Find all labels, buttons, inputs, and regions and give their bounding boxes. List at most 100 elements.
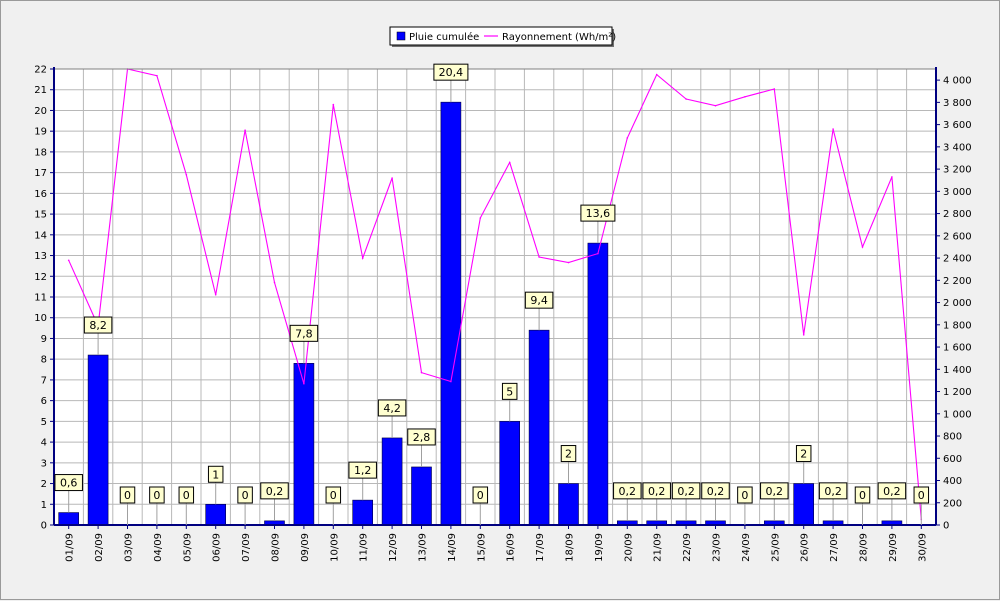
y-left-tick-label: 21 bbox=[34, 85, 47, 96]
x-tick-label: 28/09 bbox=[859, 533, 870, 562]
y-left-tick-label: 8 bbox=[41, 355, 47, 366]
data-label: 2,8 bbox=[413, 431, 431, 444]
bar-series bbox=[58, 101, 903, 526]
x-tick-label: 22/09 bbox=[682, 533, 693, 562]
data-label: 4,2 bbox=[383, 402, 401, 415]
data-label: 0,2 bbox=[707, 485, 725, 498]
y-left-tick-label: 16 bbox=[34, 189, 47, 200]
data-label-box bbox=[83, 316, 113, 334]
data-label-box bbox=[149, 486, 165, 504]
data-label: 0 bbox=[741, 489, 748, 502]
x-tick-label: 10/09 bbox=[329, 533, 340, 562]
bar-01/09 bbox=[58, 512, 80, 526]
bar-09/09 bbox=[293, 363, 315, 526]
rayonnement-point bbox=[714, 104, 717, 107]
x-tick-label: 25/09 bbox=[770, 533, 781, 562]
data-label: 2 bbox=[800, 448, 807, 461]
x-tick-label: 07/09 bbox=[241, 533, 252, 562]
legend-bar-swatch bbox=[396, 31, 406, 41]
x-tick-label: 24/09 bbox=[741, 533, 752, 562]
data-label: 0,2 bbox=[766, 485, 784, 498]
rayonnement-point bbox=[626, 137, 629, 139]
y-right-tick-label: 400 bbox=[943, 476, 962, 487]
axes: 0123456789101112131415161718192021220200… bbox=[34, 65, 971, 562]
rayonnement-point bbox=[479, 217, 482, 219]
data-label-box bbox=[877, 482, 907, 500]
y-left-tick-label: 3 bbox=[41, 458, 47, 469]
data-label: 0,2 bbox=[824, 485, 842, 498]
y-right-tick-label: 3 200 bbox=[943, 165, 972, 176]
data-label-box bbox=[642, 482, 671, 500]
rayonnement-point bbox=[361, 257, 364, 259]
bar-02/09 bbox=[87, 354, 109, 526]
data-label-box bbox=[260, 482, 289, 500]
data-label: 0 bbox=[330, 489, 337, 502]
bar-14/09 bbox=[440, 101, 462, 526]
y-left-tick-label: 15 bbox=[34, 210, 47, 221]
y-left-tick-label: 7 bbox=[41, 375, 47, 386]
data-label: 0 bbox=[477, 489, 484, 502]
y-left-tick-label: 1 bbox=[41, 500, 47, 511]
bar-17/09 bbox=[528, 329, 550, 526]
y-right-tick-label: 0 bbox=[943, 521, 949, 532]
data-label-box bbox=[501, 382, 518, 400]
data-label-box bbox=[760, 482, 789, 500]
rayonnement-point bbox=[450, 380, 452, 383]
x-tick-label: 11/09 bbox=[359, 533, 370, 562]
legend-label-rayonnement: Rayonnement (Wh/m²) bbox=[502, 32, 616, 43]
data-label-box bbox=[671, 482, 701, 500]
y-right-tick-label: 4 000 bbox=[943, 76, 972, 87]
data-label: 1,2 bbox=[354, 464, 372, 477]
bar-11/09 bbox=[352, 499, 374, 526]
x-tick-label: 03/09 bbox=[124, 533, 135, 562]
rayonnement-point bbox=[861, 246, 864, 248]
data-label: 7,8 bbox=[295, 327, 313, 340]
data-label: 0,6 bbox=[60, 477, 78, 490]
y-right-tick-label: 1 200 bbox=[943, 387, 972, 398]
data-label: 13,6 bbox=[586, 207, 611, 220]
data-label-box bbox=[818, 482, 848, 500]
rayonnement-point bbox=[655, 73, 658, 76]
x-tick-label: 14/09 bbox=[447, 533, 458, 562]
data-label: 8,2 bbox=[89, 319, 107, 332]
data-label: 0,2 bbox=[648, 485, 666, 498]
rayonnement-point bbox=[597, 252, 599, 255]
bar-13/09 bbox=[411, 466, 432, 526]
rayonnement-point bbox=[214, 293, 217, 296]
x-tick-label: 16/09 bbox=[506, 533, 517, 562]
data-label-box bbox=[524, 291, 554, 309]
x-tick-label: 19/09 bbox=[594, 533, 605, 562]
rayonnement-point bbox=[156, 74, 158, 77]
data-label: 2 bbox=[565, 448, 572, 461]
data-label: 20,4 bbox=[439, 66, 464, 79]
x-tick-label: 12/09 bbox=[388, 533, 399, 562]
x-tick-label: 05/09 bbox=[182, 533, 193, 562]
bar-06/09 bbox=[205, 503, 226, 526]
x-tick-label: 29/09 bbox=[888, 533, 899, 562]
y-left-tick-label: 22 bbox=[34, 65, 47, 76]
rayonnement-point bbox=[538, 256, 540, 258]
data-label-box bbox=[472, 486, 489, 504]
bar-16/09 bbox=[499, 421, 521, 526]
y-right-tick-label: 1 800 bbox=[943, 320, 972, 331]
data-label: 0 bbox=[242, 489, 249, 502]
y-left-tick-label: 2 bbox=[41, 479, 47, 490]
data-label: 0 bbox=[859, 489, 866, 502]
y-right-tick-label: 2 200 bbox=[943, 276, 972, 287]
y-left-tick-label: 12 bbox=[34, 272, 47, 283]
rayonnement-point bbox=[303, 382, 305, 385]
y-right-tick-label: 3 800 bbox=[943, 98, 972, 109]
y-left-tick-label: 18 bbox=[34, 147, 47, 158]
rayonnement-point bbox=[420, 371, 423, 374]
y-left-tick-label: 9 bbox=[41, 334, 47, 345]
y-left-tick-label: 19 bbox=[34, 127, 47, 138]
x-tick-label: 08/09 bbox=[271, 533, 282, 562]
rayonnement-point bbox=[185, 173, 188, 176]
y-left-tick-label: 11 bbox=[34, 293, 47, 304]
legend-label-pluie: Pluie cumulée bbox=[409, 31, 479, 43]
y-left-tick-label: 10 bbox=[34, 313, 47, 324]
y-left-tick-label: 20 bbox=[34, 106, 47, 117]
data-label: 0 bbox=[124, 489, 131, 502]
rayonnement-point bbox=[273, 281, 276, 284]
